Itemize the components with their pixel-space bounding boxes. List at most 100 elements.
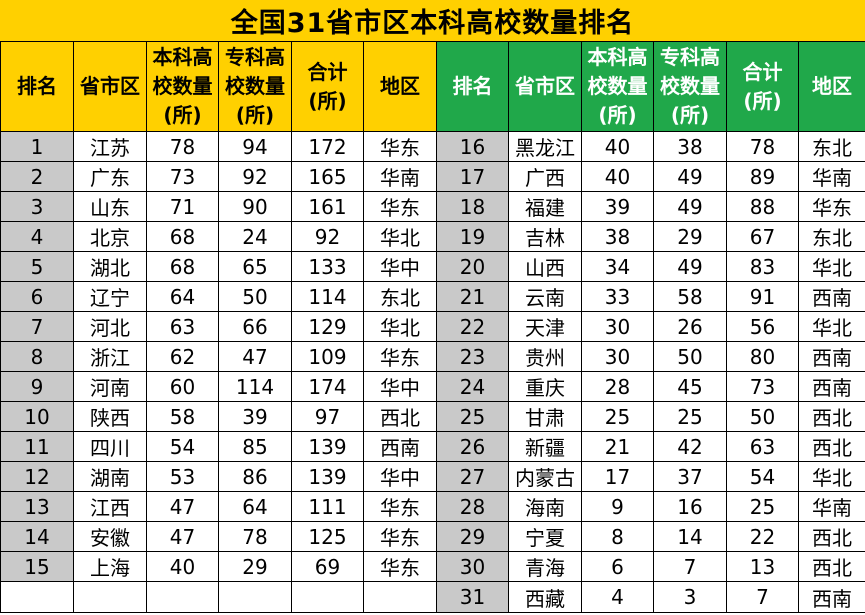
cell-total-left: 139 [291,431,364,462]
cell-total-right: 83 [726,251,799,282]
cell-region-right: 东北 [798,221,865,252]
cell-total-right: 7 [726,581,799,613]
cell-junior-right: 7 [653,551,727,582]
table-row: 4 北京 68 24 92 华北 19 吉林 38 29 67 东北 [0,221,865,252]
cell-total-right: 88 [726,191,799,222]
cell-junior-left: 47 [218,341,292,372]
table-row: 13 江西 47 64 111 华东 28 海南 9 16 25 华南 [0,491,865,522]
cell-rank-right: 21 [436,281,509,312]
cell-bachelor-right: 8 [581,521,654,552]
empty-cell [0,581,74,613]
cell-junior-left: 85 [218,431,292,462]
cell-region-left: 西北 [363,401,437,432]
header-province-right: 省市区 [508,41,582,132]
cell-province-left: 山东 [73,191,147,222]
cell-region-right: 西南 [798,281,865,312]
cell-rank-left: 6 [0,281,74,312]
header-junior-right: 专科高校数量(所) [653,41,727,132]
cell-bachelor-right: 34 [581,251,654,282]
cell-bachelor-left: 64 [146,281,219,312]
cell-province-right: 云南 [508,281,582,312]
cell-total-left: 161 [291,191,364,222]
cell-bachelor-right: 39 [581,191,654,222]
cell-junior-left: 39 [218,401,292,432]
cell-bachelor-right: 40 [581,161,654,192]
cell-bachelor-left: 47 [146,521,219,552]
cell-rank-right: 23 [436,341,509,372]
cell-bachelor-left: 73 [146,161,219,192]
cell-junior-left: 64 [218,491,292,522]
empty-cell [73,581,147,613]
cell-region-left: 华中 [363,371,437,402]
cell-total-right: 91 [726,281,799,312]
cell-rank-right: 31 [436,581,509,613]
cell-total-left: 69 [291,551,364,582]
cell-region-right: 西南 [798,581,865,613]
header-region-left: 地区 [363,41,437,132]
cell-total-right: 54 [726,461,799,492]
cell-junior-left: 90 [218,191,292,222]
cell-junior-right: 25 [653,401,727,432]
cell-bachelor-right: 40 [581,131,654,162]
cell-total-left: 129 [291,311,364,342]
cell-region-left: 华南 [363,161,437,192]
table-row: 2 广东 73 92 165 华南 17 广西 40 49 89 华南 [0,161,865,192]
cell-bachelor-left: 63 [146,311,219,342]
header-total-right: 合计(所) [726,41,799,132]
cell-province-left: 陕西 [73,401,147,432]
cell-province-left: 北京 [73,221,147,252]
cell-region-left: 东北 [363,281,437,312]
cell-junior-right: 49 [653,161,727,192]
cell-bachelor-left: 62 [146,341,219,372]
cell-region-left: 华东 [363,521,437,552]
cell-junior-left: 29 [218,551,292,582]
cell-region-right: 西北 [798,401,865,432]
cell-junior-left: 92 [218,161,292,192]
header-rank-left: 排名 [0,41,74,132]
cell-junior-left: 65 [218,251,292,282]
cell-junior-right: 37 [653,461,727,492]
cell-junior-left: 78 [218,521,292,552]
cell-region-left: 华东 [363,191,437,222]
cell-rank-right: 30 [436,551,509,582]
cell-total-right: 89 [726,161,799,192]
cell-rank-left: 4 [0,221,74,252]
cell-region-left: 华东 [363,131,437,162]
cell-rank-right: 27 [436,461,509,492]
cell-bachelor-right: 21 [581,431,654,462]
cell-total-left: 174 [291,371,364,402]
cell-bachelor-left: 53 [146,461,219,492]
cell-province-left: 湖北 [73,251,147,282]
cell-province-right: 福建 [508,191,582,222]
cell-rank-right: 29 [436,521,509,552]
cell-rank-right: 25 [436,401,509,432]
cell-rank-left: 2 [0,161,74,192]
cell-province-left: 广东 [73,161,147,192]
cell-junior-right: 38 [653,131,727,162]
cell-total-right: 50 [726,401,799,432]
cell-total-right: 13 [726,551,799,582]
cell-province-left: 辽宁 [73,281,147,312]
cell-bachelor-right: 9 [581,491,654,522]
table-row: 9 河南 60 114 174 华中 24 重庆 28 45 73 西南 [0,371,865,402]
cell-province-right: 宁夏 [508,521,582,552]
cell-rank-right: 24 [436,371,509,402]
cell-region-left: 华东 [363,551,437,582]
cell-bachelor-left: 47 [146,491,219,522]
header-row: 排名 省市区 本科高校数量(所) 专科高校数量(所) 合计(所) 地区 排名 省… [0,41,865,132]
cell-bachelor-left: 60 [146,371,219,402]
empty-cell [218,581,292,613]
cell-province-right: 广西 [508,161,582,192]
cell-junior-right: 42 [653,431,727,462]
cell-bachelor-right: 6 [581,551,654,582]
cell-junior-right: 58 [653,281,727,312]
cell-region-right: 华南 [798,491,865,522]
table-row: 1 江苏 78 94 172 华东 16 黑龙江 40 38 78 东北 [0,131,865,162]
cell-rank-right: 17 [436,161,509,192]
cell-junior-right: 3 [653,581,727,613]
cell-junior-left: 114 [218,371,292,402]
cell-bachelor-right: 30 [581,311,654,342]
cell-region-left: 华北 [363,221,437,252]
cell-junior-right: 49 [653,191,727,222]
